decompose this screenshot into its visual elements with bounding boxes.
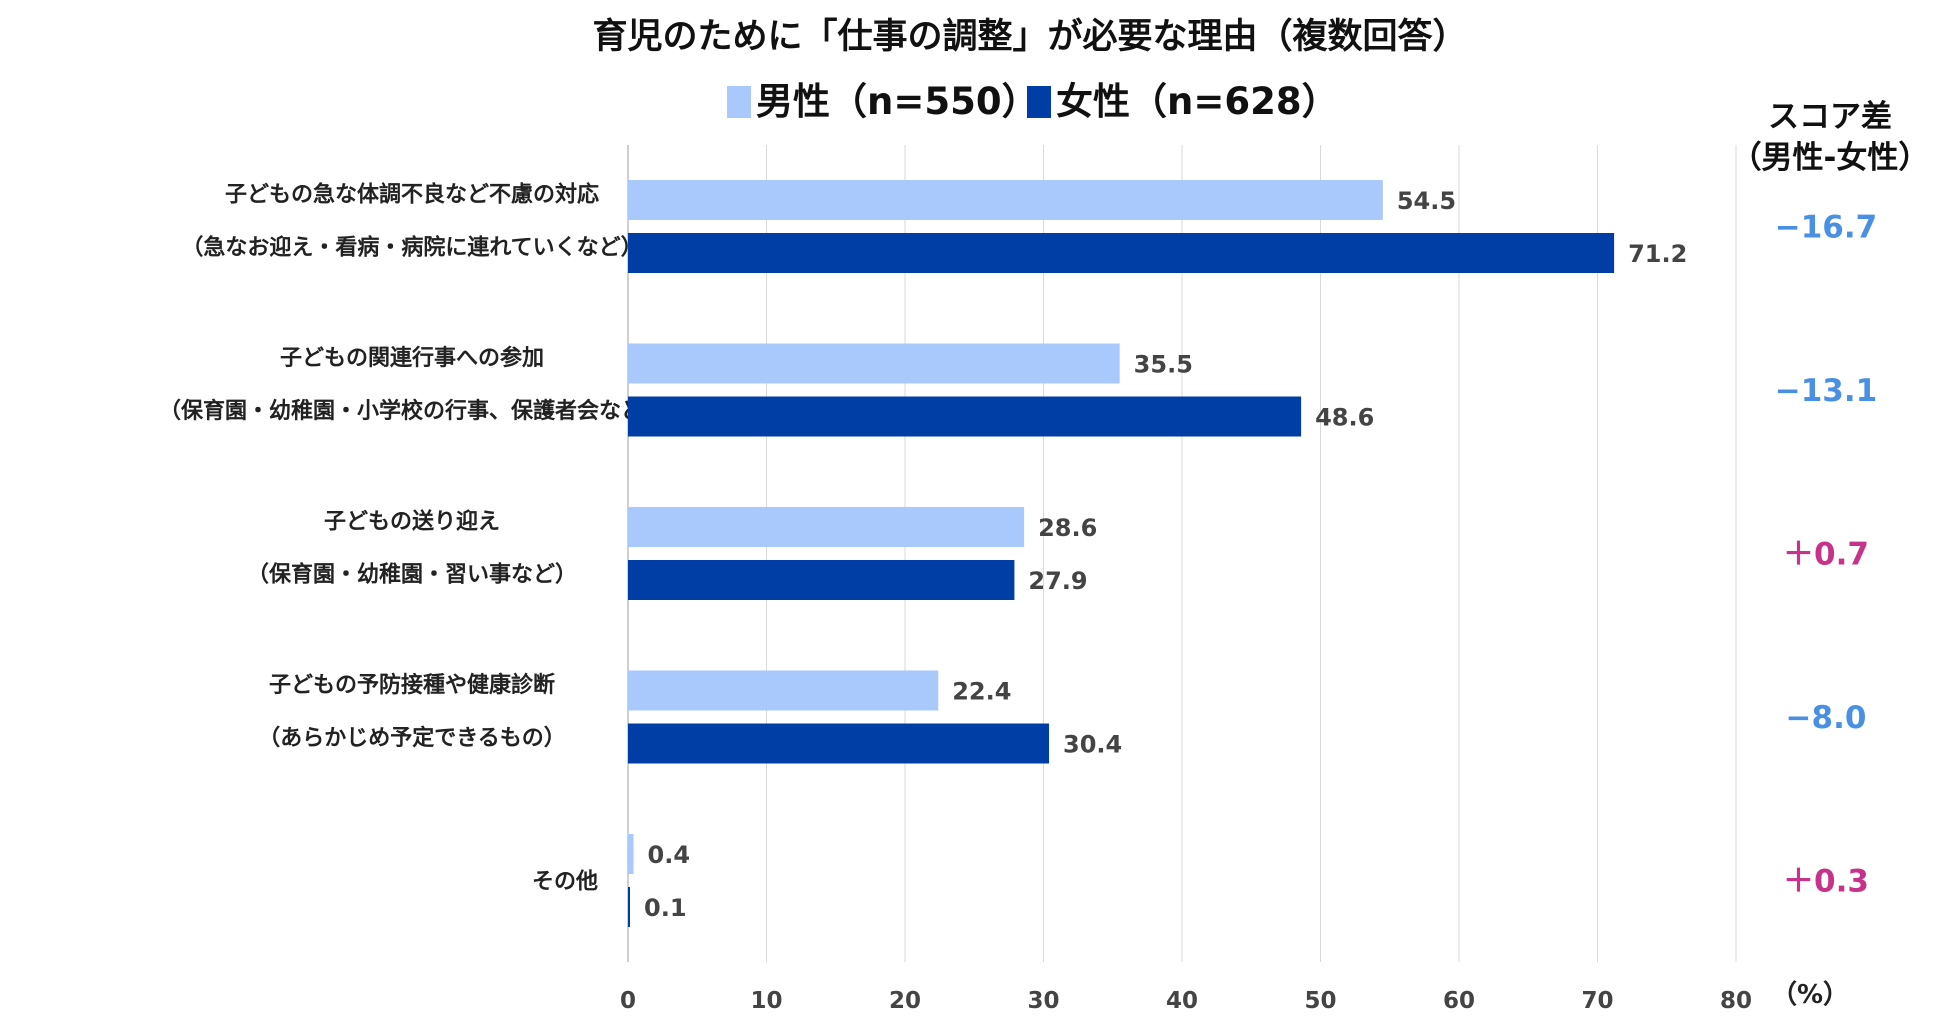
data-label-female-4: 0.1 xyxy=(644,894,687,922)
bar-female-0 xyxy=(628,233,1615,273)
data-label-female-1: 48.6 xyxy=(1315,404,1374,432)
x-axis-unit: （%） xyxy=(1771,980,1849,1010)
bar-female-3 xyxy=(628,723,1050,764)
score-diff-value-0: −16.7 xyxy=(1775,210,1877,246)
data-label-male-1: 35.5 xyxy=(1134,351,1193,379)
score-diff-value-4: ＋0.3 xyxy=(1783,864,1869,900)
category-labels: 子どもの急な体調不良など不慮の対応 （急なお迎え・看病・病院に連れていくなど） 子ど… xyxy=(159,182,665,895)
data-label-male-4: 0.4 xyxy=(648,841,691,869)
bar-female-2 xyxy=(628,560,1015,600)
legend-label-female: 女性（n=628） xyxy=(1056,80,1339,123)
category-label-4: その他 xyxy=(532,870,598,895)
legend-swatch-male xyxy=(727,86,751,118)
x-tick-label-30: 30 xyxy=(1027,988,1059,1014)
data-label-male-3: 22.4 xyxy=(952,678,1011,706)
bar-male-0 xyxy=(628,180,1383,220)
data-label-female-0: 71.2 xyxy=(1628,240,1687,268)
x-tick-label-40: 40 xyxy=(1166,988,1198,1014)
bar-male-3 xyxy=(628,670,939,711)
score-diff-title-line-2: （男性-女性） xyxy=(1731,140,1930,176)
score-diff-values: −16.7 −13.1 ＋0.7 −8.0 ＋0.3 xyxy=(1775,210,1877,900)
category-label-2-line-1: 子どもの送り迎え xyxy=(324,509,500,535)
score-diff-value-1: −13.1 xyxy=(1775,373,1877,409)
score-diff-title-line-1: スコア差 xyxy=(1768,99,1892,135)
category-label-1-line-1: 子どもの関連行事への参加 xyxy=(280,345,544,371)
category-label-0-line-1: 子どもの急な体調不良など不慮の対応 xyxy=(225,182,599,208)
data-label-female-3: 30.4 xyxy=(1063,731,1122,759)
chart-title: 育児のために「仕事の調整」が必要な理由（複数回答） xyxy=(592,17,1467,57)
x-tick-label-20: 20 xyxy=(889,988,921,1014)
data-label-female-2: 27.9 xyxy=(1028,567,1087,595)
x-tick-label-60: 60 xyxy=(1443,988,1475,1014)
x-tick-label-80: 80 xyxy=(1720,988,1752,1014)
score-diff-value-2: ＋0.7 xyxy=(1783,537,1869,573)
category-label-2-line-2: （保育園・幼稚園・習い事など） xyxy=(247,562,577,588)
legend-label-male: 男性（n=550） xyxy=(756,80,1039,123)
x-tick-label-10: 10 xyxy=(750,988,782,1014)
x-tick-label-70: 70 xyxy=(1581,988,1613,1014)
score-diff-value-3: −8.0 xyxy=(1786,700,1867,736)
category-label-0-line-2: （急なお迎え・看病・病院に連れていくなど） xyxy=(181,235,642,261)
bar-male-1 xyxy=(628,343,1120,384)
bar-male-4 xyxy=(628,834,634,874)
data-label-male-0: 54.5 xyxy=(1397,187,1456,215)
x-tick-label-50: 50 xyxy=(1304,988,1336,1014)
bar-male-2 xyxy=(628,507,1025,547)
bar-female-1 xyxy=(628,396,1302,437)
gridlines xyxy=(627,145,1737,962)
x-axis-ticks: 0 10 20 30 40 50 60 70 80 xyxy=(620,988,1752,1014)
data-labels: 54.5 71.2 35.5 48.6 28.6 27.9 22.4 30.4 0.4 0.1 xyxy=(644,187,1687,922)
bar-female-4 xyxy=(628,887,630,927)
legend-swatch-female xyxy=(1027,86,1051,118)
data-label-male-2: 28.6 xyxy=(1038,514,1097,542)
category-label-1-line-2: （保育園・幼稚園・小学校の行事、保護者会など） xyxy=(159,398,665,424)
bars xyxy=(628,180,1615,927)
category-label-3-line-1: 子どもの予防接種や健康診断 xyxy=(269,672,555,698)
category-label-3-line-2: （あらかじめ予定できるもの） xyxy=(258,725,566,751)
x-tick-label-0: 0 xyxy=(620,988,636,1014)
